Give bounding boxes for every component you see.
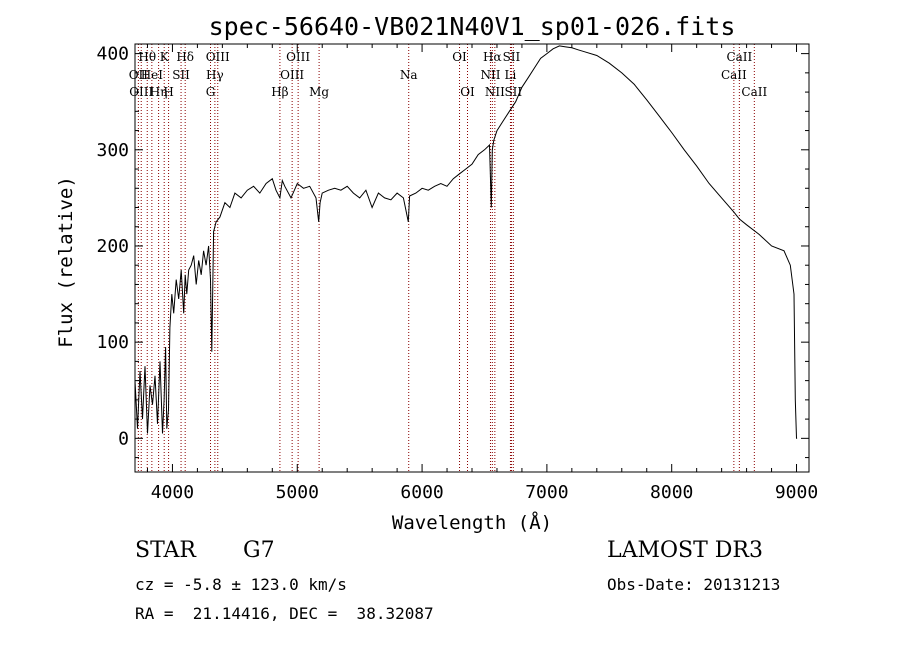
flux-series-line — [134, 45, 798, 439]
spectral-line-label: CaII — [741, 85, 767, 99]
y-tick-label: 200 — [96, 236, 129, 257]
x-tick-label: 5000 — [276, 482, 319, 503]
x-tick-label: 8000 — [650, 482, 693, 503]
spectral-line-label: Hη — [150, 85, 168, 99]
spectral-line-label: CaII — [726, 50, 752, 64]
spectral-line-label: Na — [400, 68, 418, 82]
spectral-line-label: K — [160, 50, 170, 64]
chart-title: spec-56640-VB021N40V1_sp01-026.fits — [209, 12, 736, 41]
y-tick-label: 100 — [96, 332, 129, 353]
x-tick-label: 6000 — [400, 482, 443, 503]
spectral-line-markers — [137, 44, 755, 472]
spectral-line-label: OII — [129, 68, 149, 82]
spectral-line-label: CaII — [721, 68, 747, 82]
survey-label: LAMOST DR3 — [607, 538, 763, 563]
x-axis-label: Wavelength (Å) — [392, 511, 552, 534]
y-tick-label: 300 — [96, 140, 129, 161]
spectral-line-label: NII — [485, 85, 505, 99]
plot-frame — [134, 43, 810, 473]
redshift-text: cz = -5.8 ± 123.0 km/s — [135, 575, 347, 594]
object-subclass: G7 — [243, 538, 275, 563]
x-tick-label: 9000 — [775, 482, 818, 503]
coordinates-text: RA = 21.14416, DEC = 38.32087 — [135, 604, 434, 623]
x-tick-label: 7000 — [525, 482, 568, 503]
spectral-line-label: NII — [480, 68, 500, 82]
x-tick-label: 4000 — [151, 482, 194, 503]
spectral-line-label: Hβ — [271, 85, 288, 99]
spectral-line-label: HeI — [141, 68, 164, 82]
spectral-line-label: Hγ — [206, 68, 224, 82]
spectral-line-label: OIII — [286, 50, 310, 64]
spectral-line-label: SII — [172, 68, 190, 82]
spectral-line-label: OI — [452, 50, 467, 64]
spectral-line-label: Hα — [483, 50, 502, 64]
spectral-line-label: Li — [505, 68, 517, 82]
y-tick-label: 400 — [96, 44, 129, 65]
y-axis-label: Flux (relative) — [55, 176, 77, 348]
spectral-line-label: OIII — [280, 68, 304, 82]
spectral-line-label: Hθ — [138, 50, 156, 64]
spectral-line-label: H — [163, 85, 173, 99]
spectral-line-label: OIII — [206, 50, 230, 64]
y-axis-ticks: 0 100 200 300 400 — [96, 44, 809, 459]
spectral-line-label: Mg — [309, 85, 329, 99]
spectral-line-label: SII — [503, 50, 521, 64]
x-axis-ticks: 4000 5000 6000 7000 8000 9000 — [146, 44, 818, 503]
object-class: STAR — [135, 538, 196, 563]
obs-date-text: Obs-Date: 20131213 — [607, 575, 781, 594]
spectral-line-label: OI — [460, 85, 475, 99]
spectral-line-label: Hδ — [176, 50, 194, 64]
y-tick-label: 0 — [118, 428, 129, 449]
spectral-line-label: G — [206, 85, 216, 99]
